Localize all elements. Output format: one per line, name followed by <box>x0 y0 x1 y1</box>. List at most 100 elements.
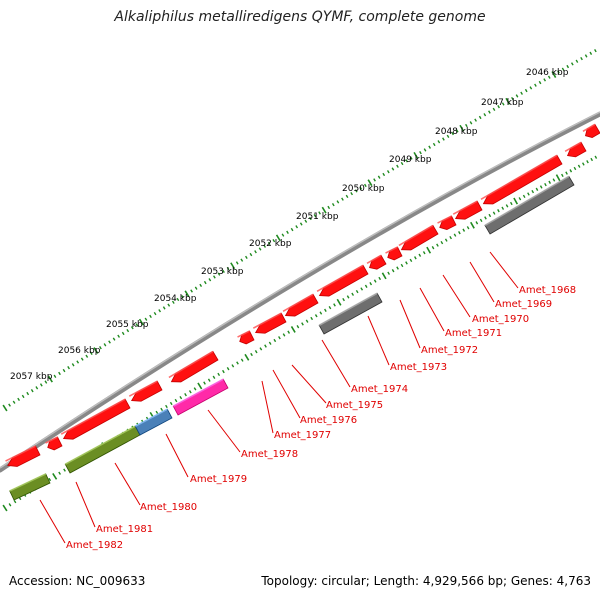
minor-tick <box>373 178 376 182</box>
gene-arrow-outer-body <box>439 215 457 230</box>
major-tick <box>2 504 8 512</box>
minor-tick <box>387 271 391 275</box>
minor-tick <box>222 269 225 273</box>
minor-tick <box>492 211 496 215</box>
kbp-label: 2046 kbp <box>526 68 569 78</box>
minor-tick <box>287 330 291 334</box>
minor-tick <box>165 404 168 409</box>
gene-arrow-outer-body <box>284 293 319 317</box>
minor-tick <box>432 142 436 147</box>
gene-label: Amet_1980 <box>140 502 197 513</box>
gene-arrow-outer <box>480 154 563 205</box>
gene-labels: Amet_1968 Amet_1969 Amet_1970 Amet_1971 … <box>66 285 576 551</box>
kbp-scale: 2046 kbp 2047 kbp 2048 kbp 2049 kbp 2050… <box>10 68 569 382</box>
major-tick <box>470 221 475 229</box>
minor-tick <box>39 383 43 387</box>
major-tick <box>336 298 342 306</box>
minor-tick <box>272 239 276 243</box>
minor-tick <box>203 280 207 285</box>
minor-tick <box>469 121 473 125</box>
minor-tick <box>442 137 445 141</box>
gene-arrow-outer-body <box>584 123 600 138</box>
minor-tick <box>259 347 263 351</box>
gene-leader-line <box>367 315 390 366</box>
minor-tick <box>48 477 52 482</box>
minor-tick <box>226 367 230 371</box>
gene-leader-line <box>261 380 274 434</box>
gene-arrow-outer <box>452 200 483 220</box>
minor-tick <box>108 340 111 344</box>
major-tick <box>459 124 465 132</box>
minor-tick <box>12 400 16 404</box>
minor-tick <box>305 319 309 323</box>
minor-tick <box>17 397 21 401</box>
minor-tick <box>575 59 579 63</box>
gene-arrow-outer-body <box>7 445 41 467</box>
minor-tick <box>121 331 125 336</box>
major-tick <box>52 472 58 480</box>
minor-tick <box>85 354 89 358</box>
minor-tick <box>373 279 377 283</box>
gene-label: Amet_1970 <box>472 314 529 325</box>
gene-box-inner-body <box>484 175 575 235</box>
gene-arrow-outer <box>316 264 369 297</box>
gene-box-inner <box>484 175 575 235</box>
gene-label: Amet_1971 <box>445 328 502 339</box>
minor-tick <box>89 351 93 356</box>
minor-tick <box>451 131 454 136</box>
minor-tick <box>505 204 509 208</box>
minor-tick <box>355 289 359 294</box>
gene-leader-line <box>399 299 421 349</box>
gene-label: Amet_1982 <box>66 540 123 551</box>
outer-strand-genes <box>5 123 600 467</box>
minor-tick <box>149 314 152 319</box>
minor-tick <box>405 261 408 265</box>
outer-tick-line <box>2 48 597 412</box>
minor-tick <box>319 311 323 315</box>
minor-tick <box>501 102 505 106</box>
minor-tick <box>511 96 514 101</box>
minor-tick <box>278 336 281 340</box>
minor-tick <box>342 297 345 302</box>
minor-tick <box>76 360 80 364</box>
page-title: Alkaliphilus metalliredigens QYMF, compl… <box>114 9 486 25</box>
kbp-label: 2048 kbp <box>435 127 478 137</box>
gene-arrow-outer-highlight <box>5 445 36 462</box>
gene-box-inner <box>9 473 51 501</box>
minor-tick <box>158 309 162 313</box>
minor-tick <box>44 380 48 384</box>
minor-tick <box>391 269 395 273</box>
gene-arrow-outer-body <box>400 224 439 251</box>
gene-arrow-outer-highlight <box>316 264 364 292</box>
major-tick <box>513 197 519 205</box>
minor-tick <box>313 214 317 218</box>
minor-tick <box>561 67 565 71</box>
major-tick <box>197 382 203 390</box>
major-tick <box>413 151 419 159</box>
minor-tick <box>318 211 321 215</box>
minor-tick <box>13 499 17 504</box>
major-tick <box>2 404 8 412</box>
minor-tick <box>331 203 335 207</box>
gene-arrow-outer <box>168 350 219 383</box>
gene-label: Amet_1975 <box>326 400 383 411</box>
kbp-label: 2049 kbp <box>389 155 432 165</box>
gene-arrow-outer-body <box>130 380 163 402</box>
minor-tick <box>67 366 70 370</box>
minor-tick <box>428 145 432 149</box>
minor-tick <box>324 308 327 312</box>
minor-tick <box>497 209 500 213</box>
gene-box-inner-highlight <box>9 473 47 492</box>
minor-tick <box>377 175 381 179</box>
gene-arrow-outer-highlight <box>398 224 434 247</box>
minor-tick <box>184 393 187 397</box>
minor-tick <box>396 164 399 168</box>
minor-tick <box>179 395 183 400</box>
minor-tick <box>281 233 285 237</box>
major-tick <box>551 71 557 78</box>
minor-tick <box>515 94 519 98</box>
minor-tick <box>543 78 547 82</box>
minor-tick <box>181 294 184 299</box>
gene-box-inner <box>318 292 383 335</box>
gene-arrow-outer-highlight <box>385 246 398 254</box>
